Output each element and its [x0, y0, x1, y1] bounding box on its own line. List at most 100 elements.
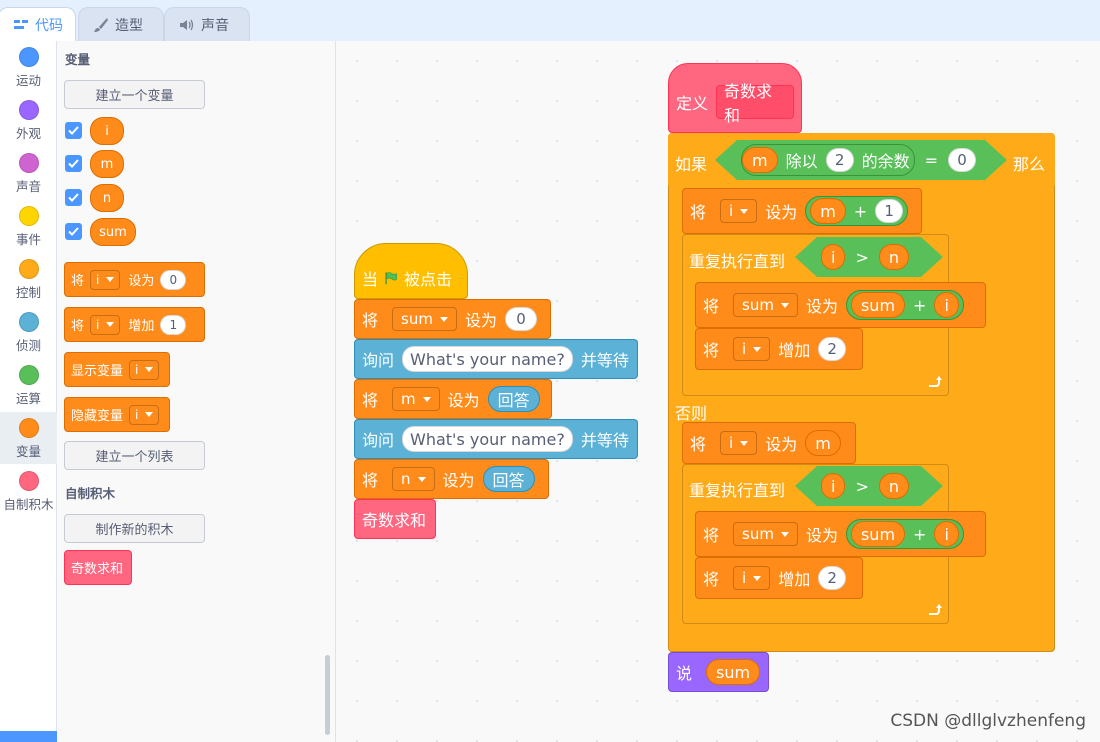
i-reporter[interactable]: i	[821, 244, 845, 270]
category-label: 外观	[15, 126, 41, 141]
say-block[interactable]: 说 sum	[668, 652, 769, 692]
i-reporter[interactable]: i	[934, 292, 959, 318]
change-value-input[interactable]: 1	[160, 314, 187, 335]
set-value-input[interactable]: 0	[160, 269, 187, 290]
call-odd-sum-block[interactable]: 奇数求和	[354, 499, 436, 539]
category-operators[interactable]: 运算	[0, 359, 57, 411]
variable-i-reporter[interactable]: i	[90, 117, 124, 145]
equals-condition[interactable]: m 除以 2 的余数 = 0	[715, 140, 1007, 180]
answer-reporter[interactable]: 回答	[482, 466, 535, 492]
variable-dropdown[interactable]: i	[720, 431, 758, 455]
make-variable-button[interactable]: 建立一个变量	[64, 80, 205, 109]
sum-reporter[interactable]: sum	[850, 521, 906, 547]
category-my-blocks[interactable]: 自制积木	[0, 465, 57, 517]
variable-n-reporter[interactable]: n	[90, 184, 124, 212]
show-variable-block[interactable]: 显示变量 i	[64, 352, 170, 387]
tab-costumes[interactable]: 造型	[78, 7, 164, 41]
variable-dropdown[interactable]: m	[392, 387, 440, 411]
addend-input[interactable]: 1	[875, 199, 904, 223]
n-reporter[interactable]: n	[879, 473, 909, 499]
question-input[interactable]: What's your name?	[402, 426, 573, 452]
category-control[interactable]: 控制	[0, 253, 57, 305]
set-variable-block[interactable]: 将 i 设为 0	[64, 262, 205, 297]
variable-dropdown[interactable]: i	[720, 199, 758, 223]
category-label: 自制积木	[3, 497, 54, 512]
ask-and-wait-block[interactable]: 询问 What's your name? 并等待	[354, 339, 638, 379]
compare-value-input[interactable]: 0	[948, 148, 976, 172]
variable-dropdown[interactable]: i	[90, 269, 121, 290]
define-odd-sum-hat[interactable]: 定义 奇数求和	[668, 63, 802, 133]
speaker-icon	[180, 19, 194, 30]
add-operator[interactable]: sum + i	[845, 519, 964, 549]
change-i-block[interactable]: 将 i 增加 2	[695, 557, 863, 599]
else-label: 否则	[675, 404, 708, 423]
category-events[interactable]: 事件	[0, 200, 57, 252]
category-variables[interactable]: 变量	[0, 412, 57, 464]
variable-sum-reporter[interactable]: sum	[90, 218, 136, 246]
sum-reporter[interactable]: sum	[706, 659, 761, 685]
m-reporter[interactable]: m	[810, 198, 846, 224]
change-word: 增加	[128, 319, 155, 334]
palette-scrollbar[interactable]	[325, 655, 330, 735]
hide-variable-block[interactable]: 隐藏变量 i	[64, 397, 170, 432]
variable-dropdown[interactable]: i	[129, 404, 160, 425]
procedure-prototype[interactable]: 奇数求和	[716, 82, 794, 125]
greater-than-condition[interactable]: i > n	[795, 237, 943, 277]
make-list-button[interactable]: 建立一个列表	[64, 441, 205, 470]
answer-reporter[interactable]: 回答	[487, 386, 540, 412]
tab-code[interactable]: 代码	[0, 7, 76, 41]
category-motion[interactable]: 运动	[0, 41, 57, 93]
category-sensing[interactable]: 侦测	[0, 306, 57, 358]
custom-block-odd-sum[interactable]: 奇数求和	[64, 550, 132, 585]
value-input[interactable]: 0	[504, 307, 537, 331]
set-i-block[interactable]: 将 i 设为 m + 1	[682, 188, 922, 234]
when-flag-clicked-hat[interactable]: 当 被点击	[354, 243, 468, 299]
sum-reporter[interactable]: sum	[850, 292, 906, 318]
variable-dropdown[interactable]: n	[392, 467, 435, 491]
variable-i-checkbox[interactable]	[65, 122, 82, 139]
change-label: 将	[71, 319, 85, 334]
variable-dropdown[interactable]: sum	[733, 293, 798, 317]
variable-sum-checkbox[interactable]	[65, 223, 82, 240]
make-block-button[interactable]: 制作新的积木	[64, 514, 205, 543]
code-workspace[interactable]: 当 被点击 将 sum 设为 0 询问 What's your name? 并等…	[337, 41, 1100, 742]
add-operator[interactable]: sum + i	[845, 290, 964, 320]
mod-divisor-input[interactable]: 2	[826, 148, 854, 172]
hide-variable-label: 隐藏变量	[71, 409, 124, 424]
m-reporter[interactable]: m	[742, 147, 778, 173]
greater-than-condition[interactable]: i > n	[795, 466, 943, 506]
variable-dropdown[interactable]: sum	[733, 522, 798, 546]
set-n-block[interactable]: 将 n 设为 回答	[354, 459, 549, 499]
m-reporter[interactable]: m	[805, 430, 841, 456]
set-label: 将	[690, 435, 707, 454]
set-m-block[interactable]: 将 m 设为 回答	[354, 379, 552, 419]
set-sum-block[interactable]: 将 sum 设为 0	[354, 299, 551, 339]
ask-and-wait-block[interactable]: 询问 What's your name? 并等待	[354, 419, 638, 459]
variable-dropdown[interactable]: i	[129, 359, 160, 380]
category-looks[interactable]: 外观	[0, 94, 57, 146]
set-sum-block[interactable]: 将 sum 设为 sum + i	[695, 282, 986, 328]
ask-label: 询问	[362, 431, 395, 450]
variable-m-reporter[interactable]: m	[90, 150, 124, 178]
set-i-to-m-block[interactable]: 将 i 设为 m	[682, 422, 856, 464]
i-reporter[interactable]: i	[821, 473, 845, 499]
question-input[interactable]: What's your name?	[402, 346, 573, 372]
change-value-input[interactable]: 2	[818, 337, 847, 361]
i-reporter[interactable]: i	[934, 521, 959, 547]
change-i-block[interactable]: 将 i 增加 2	[695, 328, 863, 370]
tab-sounds[interactable]: 声音	[164, 7, 250, 41]
variable-dropdown[interactable]: i	[90, 314, 121, 335]
variable-dropdown[interactable]: sum	[392, 307, 457, 331]
remainder-label: 的余数	[861, 152, 910, 171]
mod-operator[interactable]: m 除以 2 的余数	[741, 144, 915, 176]
variable-dropdown[interactable]: i	[733, 566, 771, 590]
category-sound[interactable]: 声音	[0, 147, 57, 199]
change-value-input[interactable]: 2	[818, 566, 847, 590]
variable-m-checkbox[interactable]	[65, 155, 82, 172]
add-operator[interactable]: m + 1	[805, 196, 909, 226]
variable-dropdown[interactable]: i	[733, 337, 771, 361]
change-variable-block[interactable]: 将 i 增加 1	[64, 307, 205, 342]
set-sum-block[interactable]: 将 sum 设为 sum + i	[695, 511, 986, 557]
variable-n-checkbox[interactable]	[65, 189, 82, 206]
n-reporter[interactable]: n	[879, 244, 909, 270]
